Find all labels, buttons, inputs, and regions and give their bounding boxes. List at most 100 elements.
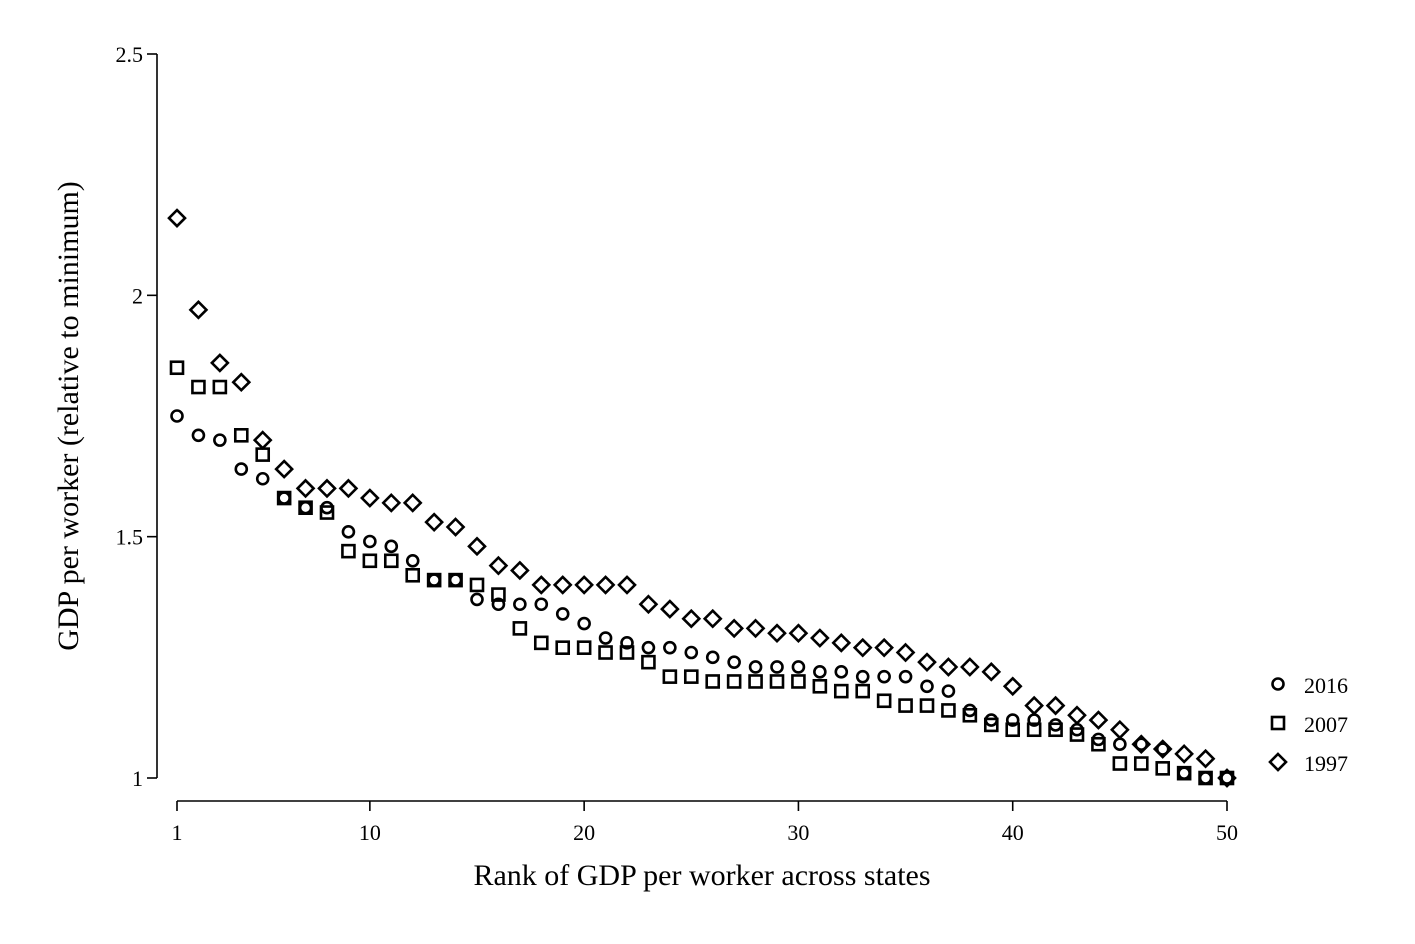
point-circle: [1155, 742, 1170, 756]
point-square: [1155, 761, 1171, 776]
point-square: [469, 577, 485, 593]
point-square: [876, 693, 892, 709]
point-diamond: [938, 657, 959, 677]
point-diamond: [595, 575, 616, 595]
point-square: [1133, 756, 1149, 771]
point-diamond: [660, 599, 680, 619]
point-square: [191, 379, 206, 395]
point-diamond: [917, 652, 937, 672]
y-tick-label: 2: [132, 283, 143, 308]
point-circle: [877, 669, 891, 684]
legend-marker-circle: [1271, 677, 1285, 691]
legend-label: 2016: [1304, 673, 1348, 698]
y-ticks: 1 1.5 2 2.5: [116, 42, 157, 791]
point-circle: [255, 471, 270, 486]
point-diamond: [1002, 676, 1023, 697]
point-circle: [941, 684, 956, 698]
point-diamond: [231, 372, 252, 393]
point-square: [1005, 722, 1021, 738]
legend-item-2016: 2016: [1271, 673, 1348, 698]
point-diamond: [445, 517, 466, 537]
point-diamond: [724, 618, 744, 639]
series-2016: [170, 409, 1234, 785]
point-diamond: [981, 661, 1002, 682]
point-square: [769, 674, 785, 689]
point-square: [855, 683, 871, 699]
point-diamond: [681, 608, 702, 629]
series-2007: [169, 360, 1235, 786]
legend-marker-diamond: [1268, 752, 1288, 772]
point-square: [233, 428, 249, 443]
point-square: [255, 447, 271, 462]
point-diamond: [895, 642, 916, 663]
point-circle: [684, 645, 699, 660]
point-circle: [170, 409, 184, 423]
point-square: [662, 669, 678, 684]
point-diamond: [852, 637, 873, 658]
point-circle: [1005, 713, 1020, 727]
point-square: [319, 505, 335, 520]
point-square: [341, 543, 356, 559]
point-diamond: [381, 493, 402, 513]
point-square: [941, 703, 956, 718]
point-square: [533, 635, 549, 651]
point-square: [791, 674, 806, 689]
point-diamond: [210, 353, 230, 373]
point-diamond: [360, 488, 380, 508]
x-tick-label: 40: [1002, 820, 1024, 845]
legend-label: 2007: [1304, 712, 1348, 737]
point-diamond: [338, 478, 359, 499]
point-circle: [384, 539, 399, 554]
point-circle: [427, 573, 441, 587]
point-square: [705, 674, 721, 689]
point-circle: [363, 534, 377, 549]
point-diamond: [745, 618, 766, 639]
point-diamond: [638, 594, 659, 615]
point-diamond: [1217, 768, 1237, 788]
point-circle: [855, 669, 870, 684]
point-circle: [555, 607, 570, 621]
y-tick-label: 1: [132, 766, 143, 791]
point-square: [1069, 727, 1085, 742]
point-circle: [513, 597, 527, 612]
point-circle: [748, 660, 763, 674]
point-circle: [191, 428, 206, 443]
x-tick-label: 10: [359, 820, 381, 845]
point-square: [448, 572, 463, 588]
point-circle: [1134, 737, 1149, 752]
point-diamond: [252, 430, 273, 450]
x-axis-title: Rank of GDP per worker across states: [473, 859, 930, 892]
point-square: [962, 707, 978, 723]
point-square: [726, 674, 742, 689]
point-square: [383, 553, 399, 569]
point-diamond: [574, 575, 594, 595]
point-square: [619, 645, 635, 660]
point-square: [426, 572, 442, 588]
x-tick-label: 1: [172, 820, 183, 845]
point-circle: [470, 592, 484, 607]
point-diamond: [810, 628, 830, 648]
point-diamond: [617, 575, 637, 595]
point-diamond: [788, 623, 809, 644]
point-square: [1026, 722, 1042, 738]
point-square: [276, 490, 292, 506]
point-circle: [620, 636, 634, 650]
point-circle: [298, 500, 313, 515]
y-axis-title: GDP per worker (relative to minimum): [52, 181, 85, 651]
point-diamond: [1152, 739, 1173, 759]
point-circle: [813, 665, 827, 679]
point-square: [491, 587, 506, 602]
point-square: [1112, 756, 1128, 771]
y-axis: 1 1.5 2 2.5: [116, 42, 158, 791]
point-diamond: [295, 478, 316, 499]
point-diamond: [488, 555, 509, 576]
legend-item-2007: 2007: [1270, 712, 1348, 737]
point-diamond: [402, 493, 423, 513]
point-diamond: [1195, 748, 1216, 769]
point-diamond: [510, 560, 530, 581]
point-diamond: [831, 633, 852, 653]
point-square: [212, 379, 228, 395]
point-diamond: [1067, 705, 1087, 726]
point-square: [405, 567, 421, 583]
point-circle: [598, 631, 613, 645]
